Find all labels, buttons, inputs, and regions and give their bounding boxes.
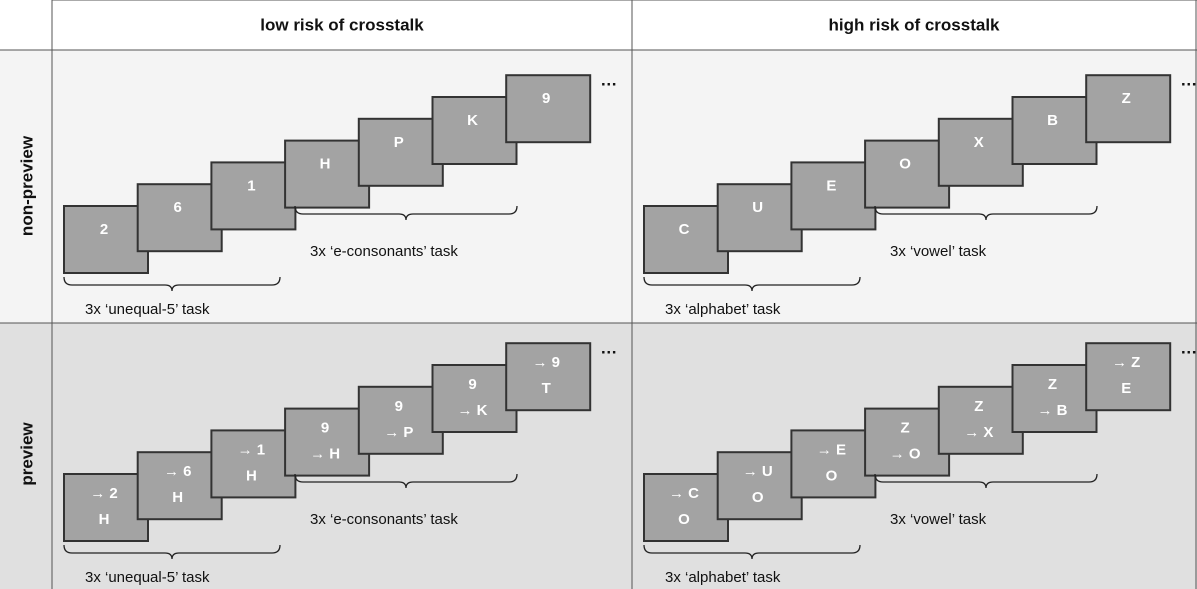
brace bbox=[63, 544, 281, 560]
card-text: → Z bbox=[1112, 354, 1140, 371]
column-header: low risk of crosstalk bbox=[260, 15, 424, 34]
card-text: O bbox=[752, 489, 764, 506]
card-text: → U bbox=[743, 463, 773, 480]
card-text: H bbox=[246, 467, 257, 484]
card-text: → 2 bbox=[90, 485, 118, 502]
card bbox=[357, 117, 444, 187]
brace bbox=[294, 205, 518, 221]
brace bbox=[874, 205, 1098, 221]
card-text: → H bbox=[310, 446, 340, 463]
ellipsis: … bbox=[1180, 71, 1197, 90]
brace-label: 3x ‘unequal-5’ task bbox=[85, 569, 210, 586]
column-header: high risk of crosstalk bbox=[829, 15, 1001, 34]
card-text: → O bbox=[890, 446, 921, 463]
card-text: → C bbox=[669, 485, 699, 502]
card-text: → B bbox=[1038, 402, 1068, 419]
card bbox=[643, 205, 729, 274]
card-text: 9 bbox=[542, 90, 550, 107]
brace bbox=[294, 473, 518, 489]
ellipsis: … bbox=[600, 71, 617, 90]
card bbox=[1085, 74, 1172, 144]
brace-label: 3x ‘vowel’ task bbox=[890, 511, 987, 528]
card-text: K bbox=[467, 112, 478, 129]
card-text: → 9 bbox=[532, 354, 560, 371]
card-text: 2 bbox=[100, 221, 108, 238]
card-text: E bbox=[1121, 380, 1131, 397]
card bbox=[431, 96, 518, 165]
card bbox=[63, 205, 149, 274]
card bbox=[284, 407, 371, 477]
card bbox=[1085, 342, 1172, 412]
brace-label: 3x ‘e-consonants’ task bbox=[310, 511, 458, 528]
card-text: P bbox=[394, 134, 404, 151]
brace-label: 3x ‘unequal-5’ task bbox=[85, 301, 210, 318]
card bbox=[505, 74, 592, 144]
card bbox=[431, 364, 518, 433]
card-text: Z bbox=[901, 420, 910, 437]
brace-label: 3x ‘vowel’ task bbox=[890, 243, 987, 260]
brace-label: 3x ‘alphabet’ task bbox=[665, 569, 781, 586]
ellipsis: … bbox=[1180, 339, 1197, 358]
card bbox=[210, 429, 297, 499]
card-text: C bbox=[679, 221, 690, 238]
card-text: H bbox=[172, 489, 183, 506]
card bbox=[357, 385, 444, 455]
card-text: B bbox=[1047, 112, 1058, 129]
card bbox=[864, 139, 951, 209]
card bbox=[790, 161, 877, 231]
card-text: 9 bbox=[468, 376, 476, 393]
card-text: T bbox=[542, 380, 551, 397]
card bbox=[864, 407, 951, 477]
brace bbox=[643, 276, 861, 292]
card bbox=[937, 385, 1024, 455]
brace-label: 3x ‘e-consonants’ task bbox=[310, 243, 458, 260]
card-text: Z bbox=[1122, 90, 1131, 107]
card-text: → E bbox=[817, 441, 846, 458]
card-text: X bbox=[974, 134, 984, 151]
card-text: E bbox=[826, 177, 836, 194]
card-text: H bbox=[320, 156, 331, 173]
row-header: preview bbox=[17, 422, 36, 486]
card-text: Z bbox=[974, 398, 983, 415]
card-text: O bbox=[826, 467, 838, 484]
card bbox=[643, 473, 729, 542]
card bbox=[210, 161, 297, 231]
card bbox=[1011, 364, 1098, 433]
card-text: O bbox=[678, 511, 690, 528]
card-text: O bbox=[899, 156, 911, 173]
card-text: 9 bbox=[395, 398, 403, 415]
card bbox=[505, 342, 592, 412]
card-text: 9 bbox=[321, 420, 329, 437]
card-text: → 6 bbox=[164, 463, 192, 480]
card-text: H bbox=[99, 511, 110, 528]
card bbox=[937, 117, 1024, 187]
card-text: → K bbox=[458, 402, 488, 419]
card-text: → P bbox=[384, 424, 413, 441]
brace bbox=[643, 544, 861, 560]
row-header: non-preview bbox=[17, 135, 36, 236]
ellipsis: … bbox=[600, 339, 617, 358]
card-text: U bbox=[752, 199, 763, 216]
card bbox=[136, 183, 223, 253]
brace-label: 3x ‘alphabet’ task bbox=[665, 301, 781, 318]
card-text: 1 bbox=[247, 177, 255, 194]
row-bg bbox=[0, 50, 52, 323]
brace bbox=[63, 276, 281, 292]
card-text: → X bbox=[964, 424, 993, 441]
card-text: 6 bbox=[174, 199, 182, 216]
card bbox=[716, 183, 803, 253]
card bbox=[790, 429, 877, 499]
card bbox=[1011, 96, 1098, 165]
card-text: Z bbox=[1048, 376, 1057, 393]
card bbox=[284, 139, 371, 209]
card-text: → 1 bbox=[238, 441, 266, 458]
row-bg bbox=[0, 323, 52, 589]
brace bbox=[874, 473, 1098, 489]
